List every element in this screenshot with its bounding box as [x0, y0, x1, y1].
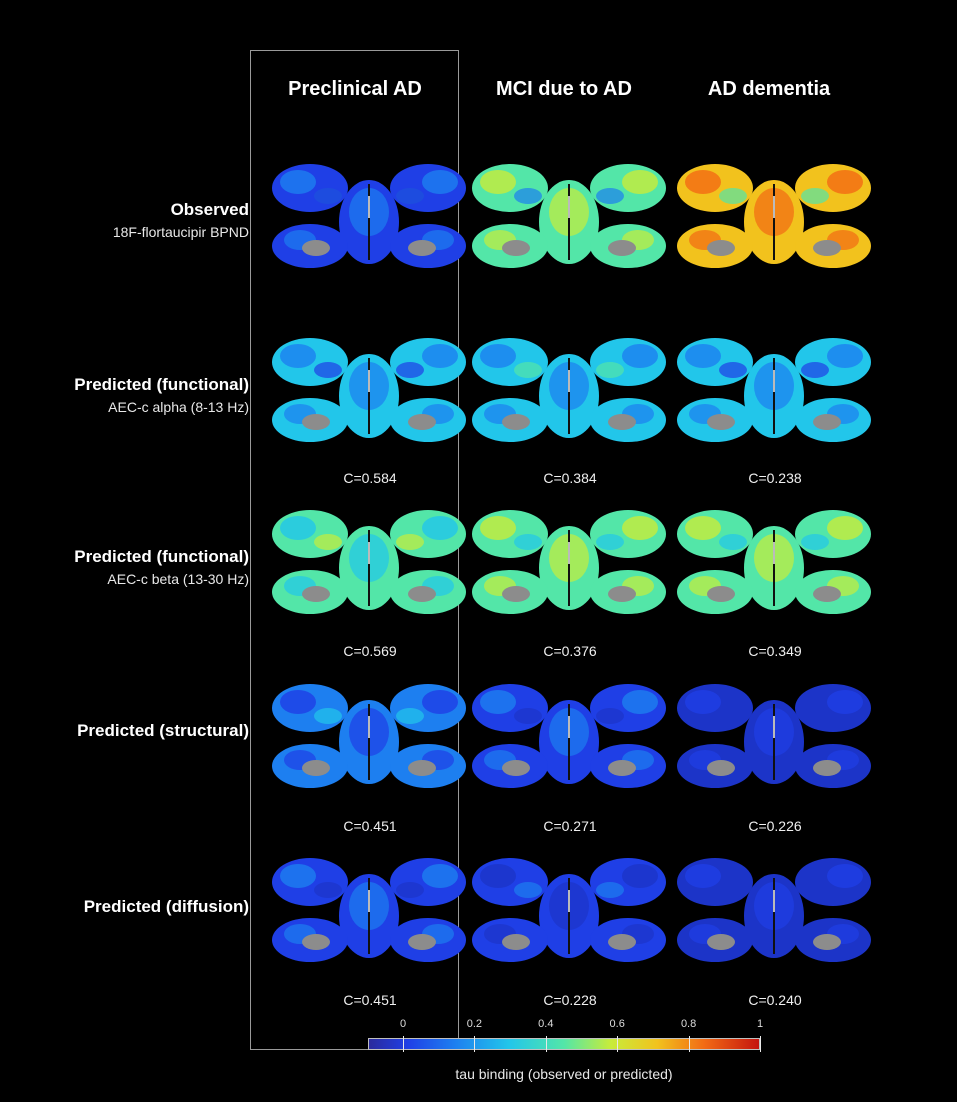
row-title: Predicted (structural) — [77, 721, 249, 740]
row-title: Predicted (functional) — [74, 547, 249, 566]
row-label-functional-alpha: Predicted (functional) AEC-c alpha (8-13… — [74, 374, 249, 418]
colorbar-tick-label: 1 — [756, 1018, 764, 1030]
colorbar-tick — [545, 1036, 547, 1052]
brain-map — [675, 856, 875, 964]
brain-map — [270, 162, 470, 270]
brain-map — [470, 336, 670, 444]
brain-map — [675, 162, 875, 270]
column-title-mci: MCI due to AD — [496, 78, 632, 100]
brain-map — [470, 162, 670, 270]
brain-map — [675, 508, 875, 616]
concordance-value: C=0.376 — [543, 643, 597, 659]
colorbar-title: tau binding (observed or predicted) — [455, 1066, 673, 1082]
row-subtitle: 18F-flortaucipir BPND — [112, 224, 249, 240]
column-title-dementia: AD dementia — [707, 78, 831, 100]
concordance-value: C=0.238 — [748, 470, 802, 486]
brain-map — [675, 682, 875, 790]
concordance-value: C=0.228 — [543, 992, 597, 1008]
colorbar-tick-label: 0 — [399, 1018, 407, 1030]
concordance-value: C=0.451 — [343, 818, 397, 834]
concordance-value: C=0.451 — [343, 992, 397, 1008]
concordance-value: C=0.349 — [748, 643, 802, 659]
highlight-frame — [250, 50, 459, 1050]
colorbar-tick-label: 0.4 — [538, 1018, 554, 1030]
brain-map — [270, 682, 470, 790]
colorbar-tick — [760, 1036, 761, 1052]
brain-map — [270, 336, 470, 444]
colorbar-tick — [474, 1036, 476, 1052]
row-title: Observed — [170, 200, 249, 219]
brain-map — [470, 682, 670, 790]
colorbar-tick-label: 0.8 — [680, 1018, 697, 1030]
brain-map — [270, 508, 470, 616]
brain-map — [470, 856, 670, 964]
colorbar — [368, 1038, 760, 1050]
row-label-functional-beta: Predicted (functional) AEC-c beta (13-30… — [74, 546, 249, 590]
concordance-value: C=0.569 — [343, 643, 397, 659]
concordance-value: C=0.584 — [343, 470, 397, 486]
row-label-structural: Predicted (structural) — [77, 720, 249, 742]
column-title-preclinical: Preclinical AD — [288, 78, 422, 100]
row-label-observed: Observed 18F-flortaucipir BPND — [113, 199, 249, 243]
concordance-value: C=0.271 — [543, 818, 597, 834]
row-title: Predicted (diffusion) — [83, 897, 249, 916]
brain-map — [470, 508, 670, 616]
colorbar-tick — [403, 1036, 404, 1052]
row-title: Predicted (functional) — [74, 375, 249, 394]
brain-map — [270, 856, 470, 964]
colorbar-tick-label: 0.2 — [466, 1018, 483, 1030]
colorbar-tick — [688, 1036, 690, 1052]
colorbar-tick — [617, 1036, 619, 1052]
concordance-value: C=0.384 — [543, 470, 597, 486]
concordance-value: C=0.226 — [748, 818, 802, 834]
colorbar-tick-label: 0.6 — [609, 1018, 625, 1030]
concordance-value: C=0.240 — [748, 992, 802, 1008]
brain-map — [675, 336, 875, 444]
row-label-diffusion: Predicted (diffusion) — [84, 896, 249, 918]
row-subtitle: AEC-c beta (13-30 Hz) — [107, 571, 249, 587]
row-subtitle: AEC-c alpha (8-13 Hz) — [108, 399, 249, 415]
